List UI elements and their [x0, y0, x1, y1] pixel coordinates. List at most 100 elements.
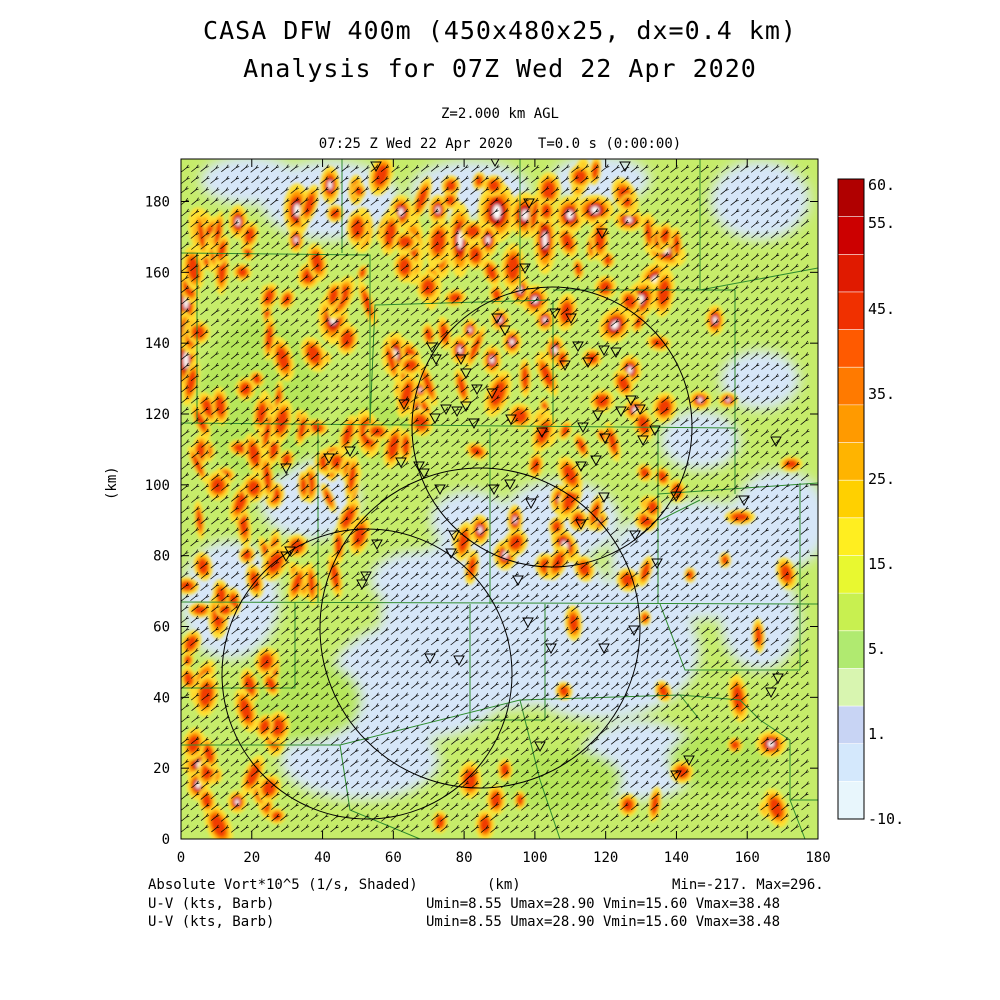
- barb: [750, 538, 759, 547]
- barb: [780, 417, 790, 425]
- barb: [500, 241, 509, 250]
- barb: [330, 659, 340, 667]
- barb: [800, 440, 810, 448]
- barb: [220, 384, 230, 392]
- barb: [711, 593, 720, 601]
- barb: [710, 319, 719, 327]
- barb: [570, 450, 579, 459]
- barb: [361, 263, 370, 272]
- barb: [250, 329, 259, 337]
- barb: [731, 362, 740, 370]
- barb: [690, 703, 699, 711]
- barb: [760, 308, 770, 316]
- barb: [391, 824, 400, 832]
- barb: [190, 396, 200, 404]
- barb: [350, 506, 359, 514]
- barb: [620, 759, 630, 767]
- barb: [730, 571, 739, 579]
- barb: [431, 197, 440, 206]
- barb: [700, 351, 709, 359]
- barb: [440, 296, 449, 304]
- barb: [370, 670, 380, 678]
- barb: [680, 439, 689, 448]
- barb: [501, 660, 510, 668]
- barb: [660, 770, 669, 778]
- barb: [791, 516, 800, 524]
- barb: [501, 549, 510, 558]
- barb: [210, 703, 220, 712]
- barb: [290, 209, 300, 217]
- barb: [290, 626, 300, 634]
- barb: [211, 659, 220, 668]
- barb: [531, 726, 540, 734]
- barb: [410, 615, 420, 623]
- barb: [580, 263, 589, 272]
- barb: [550, 407, 559, 415]
- barb: [380, 704, 389, 712]
- barb: [461, 615, 470, 623]
- barb: [701, 242, 710, 250]
- barb: [801, 549, 810, 558]
- colorbar-label: 35.: [868, 385, 895, 403]
- barb: [210, 450, 219, 458]
- barb: [470, 472, 479, 481]
- barb: [371, 264, 380, 272]
- barb: [611, 692, 620, 701]
- barb: [571, 274, 580, 283]
- barb: [460, 450, 469, 458]
- barb: [390, 715, 400, 723]
- barb: [250, 693, 259, 701]
- barb: [311, 439, 320, 448]
- barb: [580, 803, 589, 811]
- barb: [791, 373, 800, 382]
- barb: [311, 495, 320, 503]
- barb: [300, 759, 309, 767]
- barb: [500, 164, 510, 173]
- barb: [400, 571, 410, 579]
- barb: [471, 330, 480, 338]
- barb: [791, 329, 800, 338]
- barb: [660, 230, 669, 238]
- barb: [710, 241, 719, 250]
- barb: [430, 703, 440, 712]
- barb: [560, 747, 570, 756]
- barb: [640, 494, 650, 503]
- vort-cell: [257, 774, 281, 803]
- barb: [231, 296, 240, 305]
- barb: [420, 791, 430, 799]
- barb: [720, 461, 730, 470]
- barb: [740, 296, 749, 305]
- barb: [340, 362, 350, 371]
- barb: [650, 659, 660, 668]
- barb: [280, 593, 290, 602]
- barb: [320, 736, 329, 744]
- barb: [800, 715, 810, 723]
- barb: [400, 208, 409, 217]
- barb: [390, 176, 400, 184]
- barb: [490, 780, 499, 789]
- barb: [181, 582, 190, 591]
- barb: [230, 428, 240, 437]
- barb: [260, 681, 269, 690]
- barb: [620, 550, 629, 558]
- vort-cell: [255, 714, 274, 739]
- barb-stats-1: Umin=8.55 Umax=28.90 Vmin=15.60 Vmax=38.…: [426, 896, 781, 912]
- barb: [391, 318, 400, 326]
- barb: [360, 736, 370, 745]
- min-max-label: Min=-217. Max=296.: [672, 877, 824, 893]
- barb: [311, 428, 320, 436]
- barb: [240, 186, 249, 194]
- barb: [800, 648, 809, 656]
- barb: [790, 670, 799, 679]
- barb: [350, 626, 360, 634]
- barb: [660, 692, 670, 700]
- barb: [440, 341, 450, 349]
- barb: [410, 252, 419, 260]
- barb: [530, 209, 540, 217]
- barb: [800, 165, 810, 173]
- barb: [730, 736, 739, 744]
- barb: [380, 384, 390, 392]
- barb: [730, 484, 739, 492]
- barb: [690, 472, 700, 481]
- barb: [650, 164, 660, 172]
